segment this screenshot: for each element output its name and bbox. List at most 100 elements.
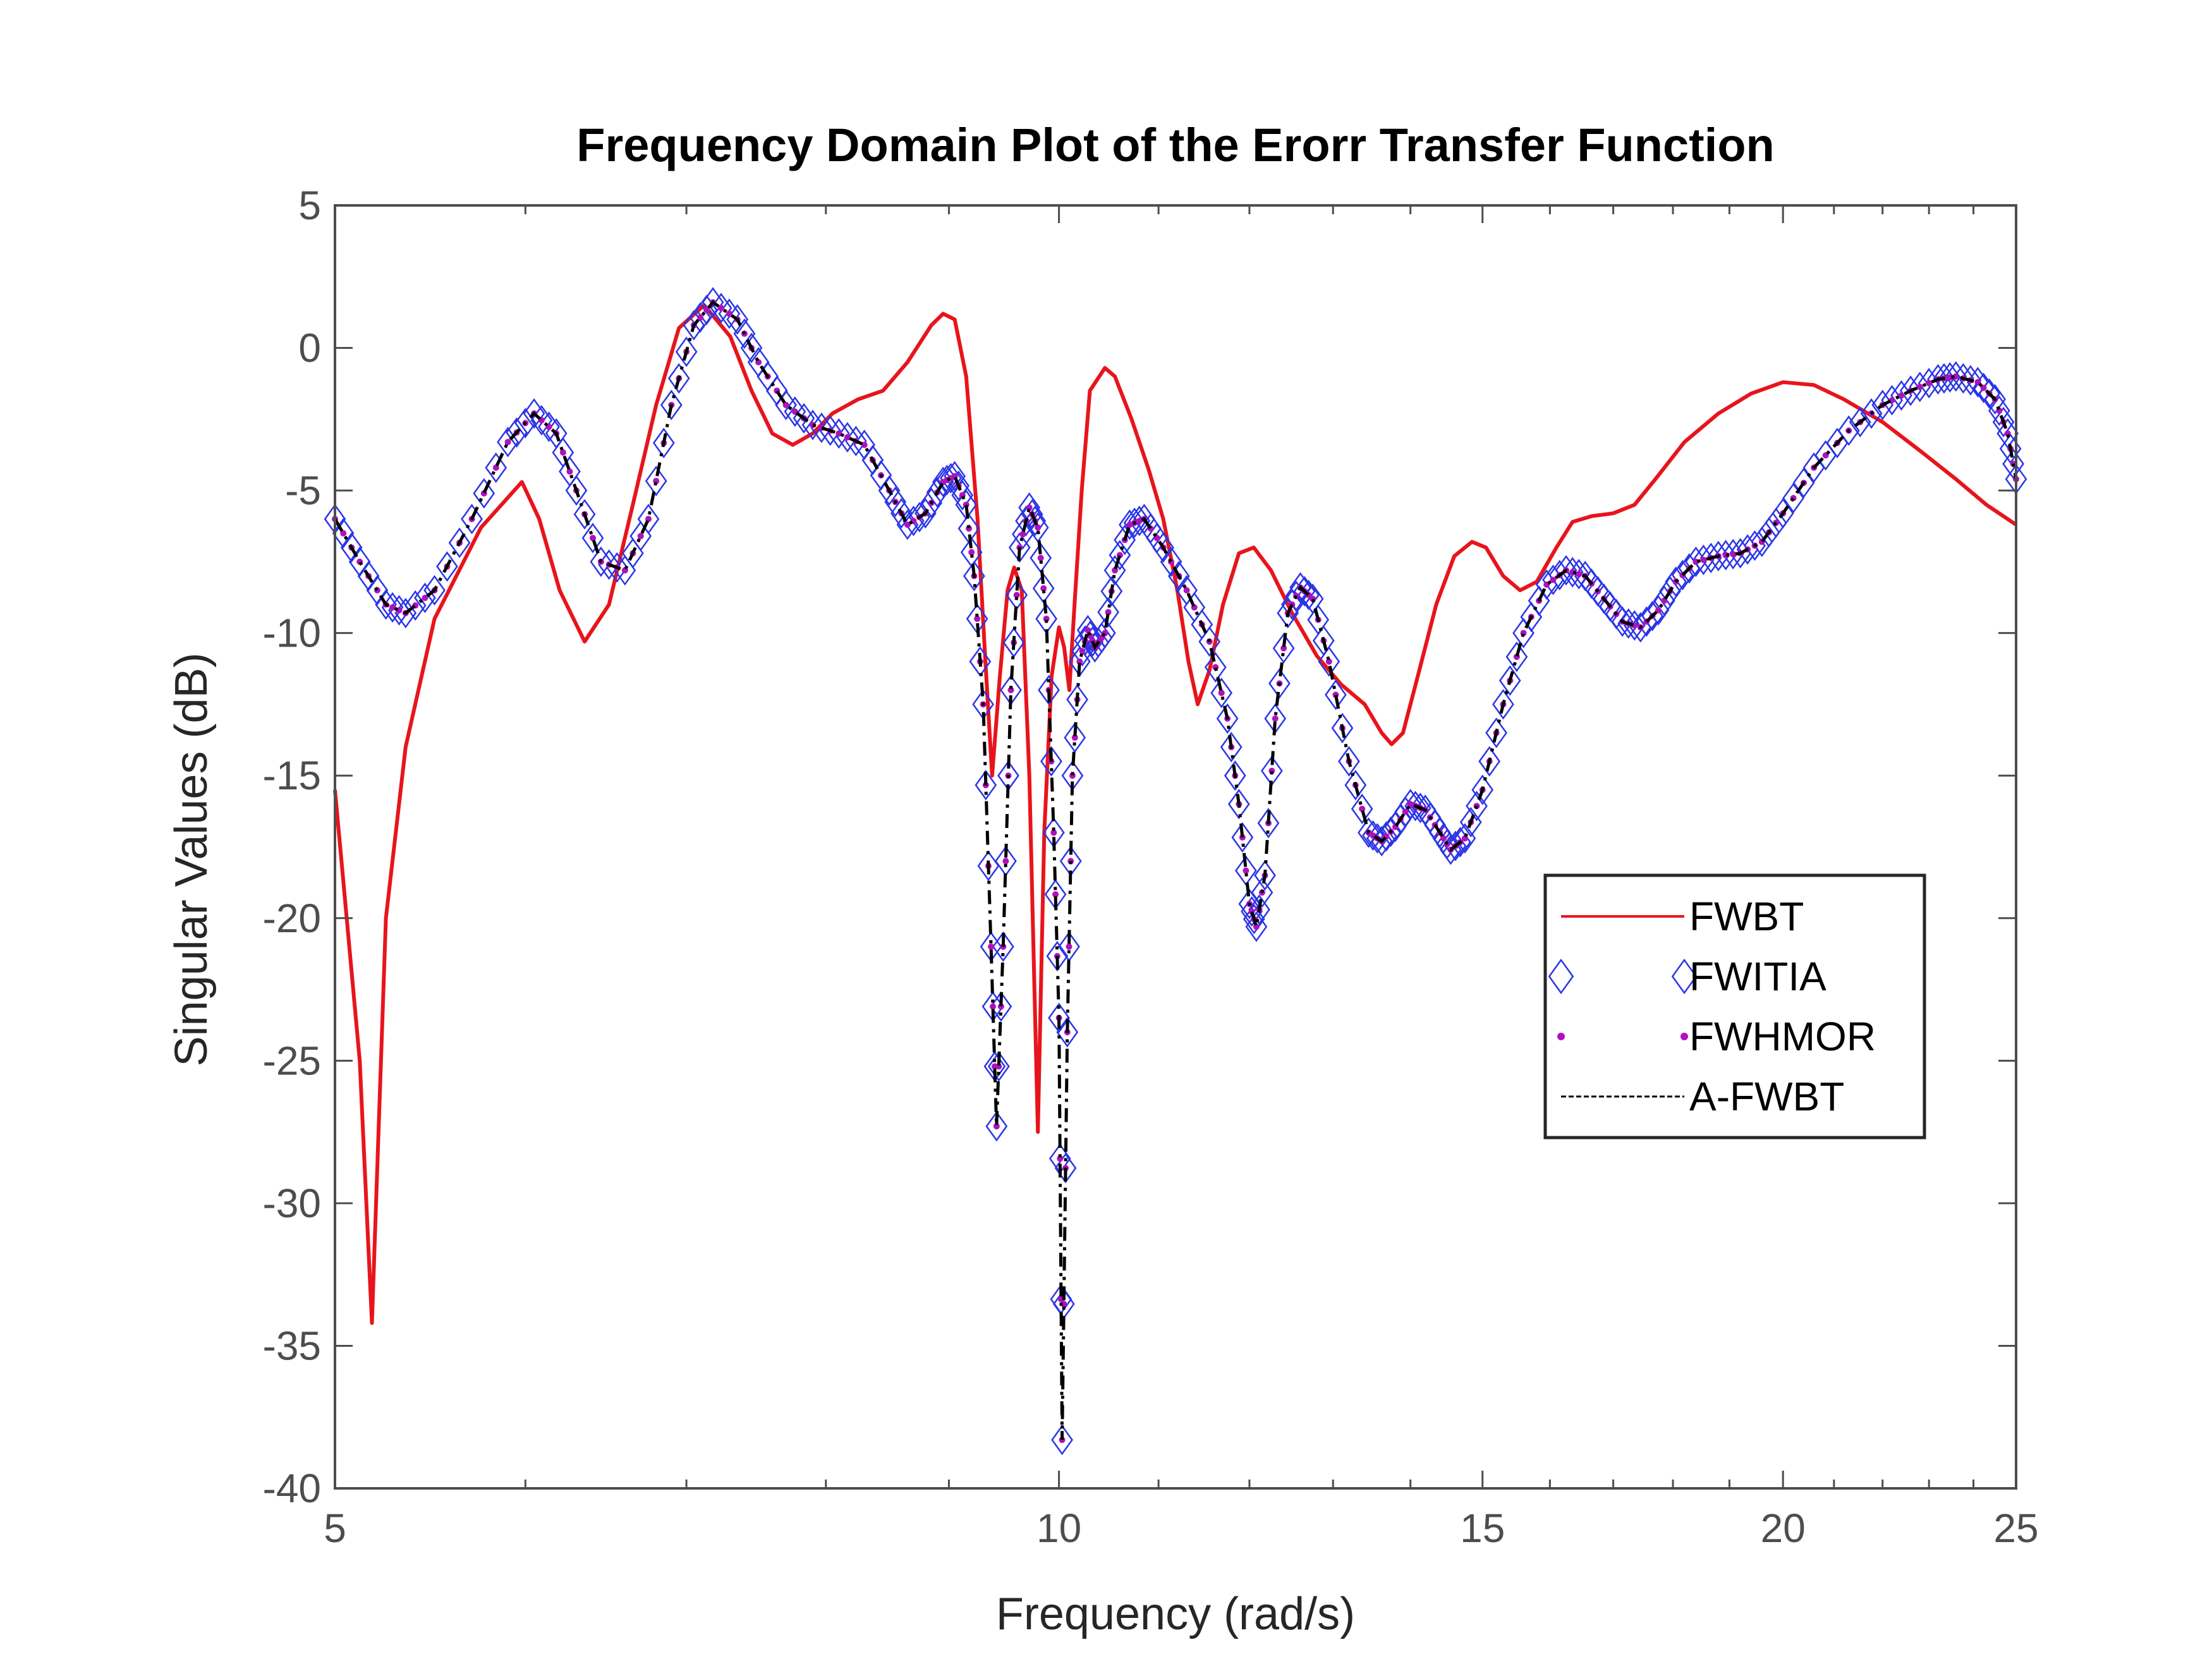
- marker-point: [581, 523, 604, 554]
- marker-point: [1128, 506, 1151, 537]
- marker-point: [914, 498, 937, 529]
- marker-point: [652, 427, 675, 459]
- y-tick-label: -25: [263, 1038, 322, 1083]
- marker-point: [1227, 789, 1250, 820]
- dot-point: [1407, 801, 1414, 808]
- marker-point: [1331, 712, 1354, 744]
- marker-point: [1220, 731, 1243, 763]
- dot-point: [1730, 550, 1737, 557]
- marker-point: [884, 487, 907, 518]
- marker-point: [1792, 467, 1815, 499]
- marker-point: [1722, 538, 1744, 569]
- marker-point: [1751, 526, 1773, 557]
- y-tick-label: -40: [263, 1466, 322, 1511]
- marker-point: [1394, 796, 1417, 827]
- marker-point: [1758, 517, 1780, 548]
- dot-point: [726, 310, 732, 317]
- y-axis-label: Singular Values (dB): [166, 653, 217, 1067]
- marker-point: [1254, 860, 1276, 891]
- marker-point: [1325, 679, 1347, 710]
- marker-point: [987, 1051, 1010, 1082]
- dot-point: [1037, 554, 1044, 561]
- legend-item-a-fwbt: A-FWBT: [1561, 1074, 1844, 1119]
- marker-point: [1243, 904, 1265, 935]
- legend-label: FWHMOR: [1689, 1014, 1876, 1059]
- dot-point: [504, 439, 511, 446]
- series-a-fwbt: [333, 300, 2018, 1440]
- marker-point: [1268, 668, 1291, 699]
- marker-point: [944, 461, 966, 492]
- marker-point: [637, 504, 660, 535]
- y-tick-label: -30: [263, 1181, 322, 1226]
- marker-point: [926, 477, 949, 508]
- x-axis-label: Frequency (rad/s): [996, 1589, 1355, 1639]
- dot-point: [1898, 392, 1905, 399]
- marker-point: [1849, 406, 1871, 437]
- legend-swatch: [1671, 958, 1698, 995]
- legend-item-fwitia: FWITIA: [1548, 954, 1826, 999]
- marker-point: [1048, 1002, 1070, 1033]
- dot-point: [1822, 452, 1829, 459]
- marker-point: [1051, 1425, 1073, 1455]
- marker-point: [1216, 703, 1239, 734]
- marker-point: [1257, 808, 1280, 839]
- legend-label: A-FWBT: [1689, 1074, 1844, 1119]
- dot-point: [703, 307, 710, 313]
- dot-point: [422, 595, 428, 602]
- dot-point: [1243, 867, 1249, 874]
- marker-point: [1351, 793, 1373, 824]
- dot-point: [718, 305, 725, 312]
- marker-point: [1771, 498, 1794, 529]
- marker-point: [473, 478, 495, 509]
- dot-point: [1002, 858, 1009, 865]
- marker-point: [1198, 626, 1221, 657]
- legend-box: [1543, 873, 1926, 1139]
- dot-point: [988, 943, 995, 950]
- marker-point: [920, 487, 943, 518]
- legend-item-fwhmor: FWHMOR: [1557, 1014, 1876, 1059]
- marker-point: [1555, 555, 1577, 586]
- legend-swatch: [1548, 958, 1574, 995]
- dot-point: [340, 530, 347, 537]
- dot-point: [844, 434, 851, 441]
- dot-point: [1050, 829, 1057, 836]
- y-tick-label: 0: [298, 325, 321, 371]
- y-tick-label: -15: [263, 753, 322, 798]
- dot-point: [904, 521, 911, 528]
- dot-point: [1402, 808, 1409, 815]
- marker-point: [1659, 576, 1681, 607]
- legend-label: FWITIA: [1689, 954, 1826, 999]
- dot-point: [1052, 891, 1059, 898]
- marker-point: [1653, 585, 1675, 616]
- marker-point: [975, 770, 997, 801]
- legend-label: FWBT: [1689, 894, 1804, 939]
- dot-point: [559, 449, 566, 456]
- dot-point: [974, 616, 981, 623]
- marker-point: [1492, 689, 1514, 720]
- marker-point: [990, 991, 1012, 1022]
- marker-point: [963, 561, 985, 592]
- marker-point: [1251, 877, 1273, 908]
- marker-point: [740, 332, 763, 363]
- marker-point: [1064, 722, 1086, 753]
- marker-point: [357, 561, 380, 592]
- marker-point: [1471, 774, 1494, 805]
- marker-point: [1054, 1153, 1077, 1184]
- axes-frame: [334, 204, 2017, 1490]
- marker-point: [1018, 492, 1041, 523]
- marker-point: [1024, 506, 1047, 537]
- dot-point: [1218, 690, 1225, 696]
- marker-point: [878, 475, 901, 506]
- marker-point: [1021, 499, 1043, 530]
- marker-point: [985, 1110, 1008, 1142]
- dot-point: [1440, 835, 1447, 842]
- marker-point: [1498, 665, 1521, 696]
- axes-layer: 5 10 15 20 25 5 0 -5 -10 -15 -20 -25 -30 -35 -40: [263, 183, 2039, 1551]
- marker-point: [675, 336, 698, 367]
- marker-point: [485, 452, 507, 483]
- dot-point: [1019, 531, 1026, 538]
- legend: FWBT FWITIA FWHMOR A-FWBT: [1543, 873, 1926, 1139]
- y-tick-label: -10: [263, 611, 322, 656]
- marker-point: [667, 363, 690, 394]
